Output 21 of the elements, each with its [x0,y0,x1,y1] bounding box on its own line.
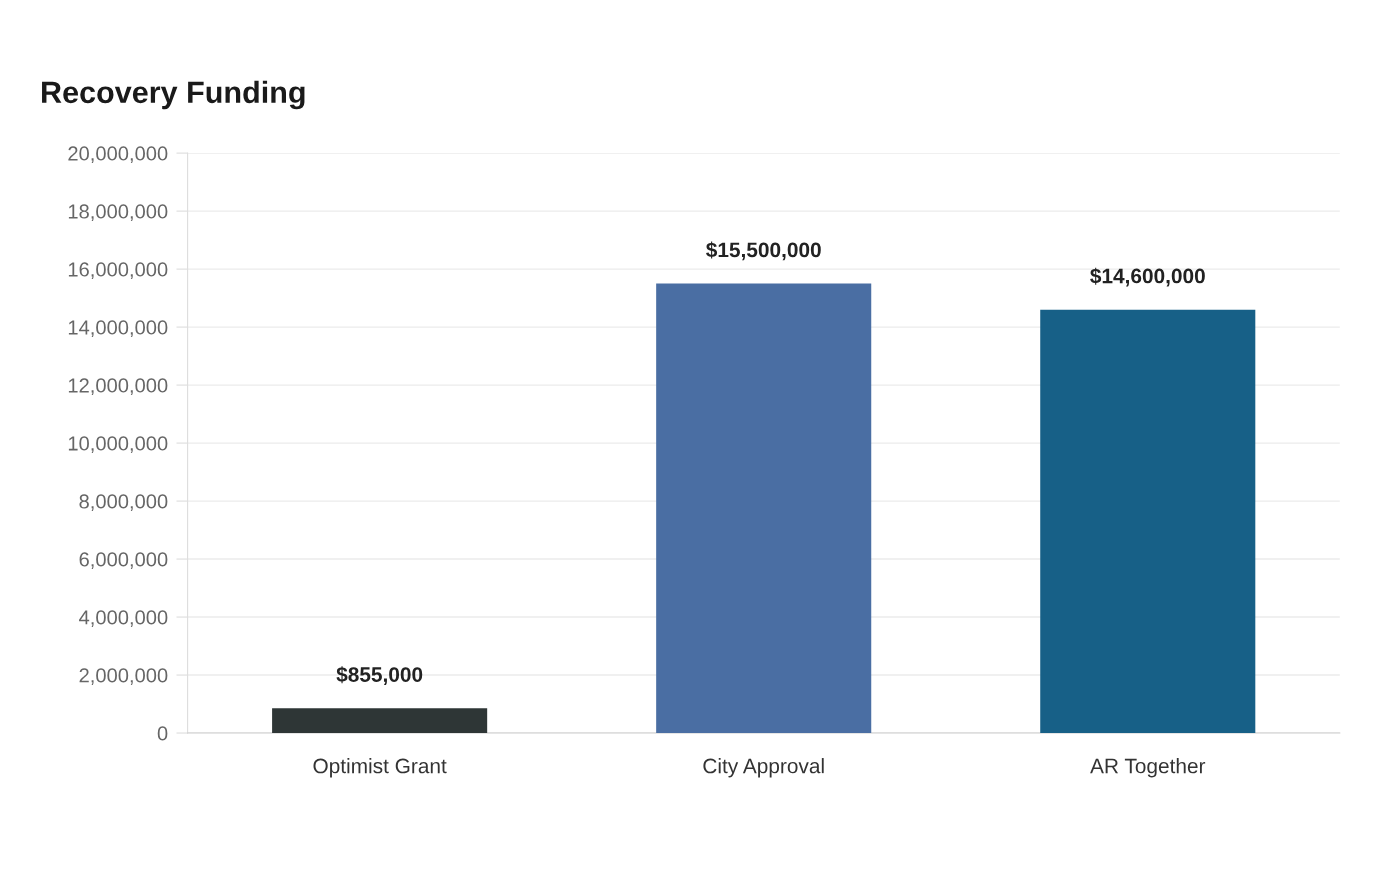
bar [1040,309,1256,734]
data-label: $14,600,000 [1090,267,1205,287]
y-tick-label: 6,000,000 [79,552,168,569]
bar [656,283,872,734]
data-label: $855,000 [336,666,423,685]
y-tick-label: 12,000,000 [68,378,168,395]
x-tick-label: Optimist Grant [313,758,447,778]
y-tick-label: 0 [157,726,168,741]
y-tick-label: 10,000,000 [68,436,168,453]
y-tick-label: 8,000,000 [79,494,168,511]
x-tick-label: City Approval [703,758,824,778]
x-tick-label: AR Together [1090,758,1206,778]
y-tick-label: 16,000,000 [68,262,168,279]
y-tick-label: 4,000,000 [79,610,168,627]
data-label: $15,500,000 [706,241,821,261]
chart-title: Recovery Funding [42,80,305,110]
y-tick-label: 2,000,000 [79,668,168,685]
y-tick-label: 14,000,000 [68,320,168,337]
y-tick-label: 20,000,000 [68,146,168,163]
y-tick-label: 18,000,000 [68,204,168,221]
bar [272,708,488,734]
